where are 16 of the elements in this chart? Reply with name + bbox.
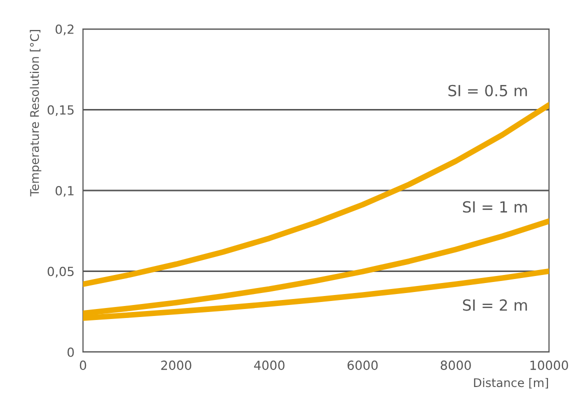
- y-axis-title: Temperature Resolution [°C]: [30, 30, 42, 196]
- x-tick-label: 6000: [348, 360, 378, 370]
- y-tick-label: 0,1: [56, 186, 74, 197]
- series-label: SI = 2 m: [462, 299, 527, 311]
- series-label: SI = 0.5 m: [448, 84, 527, 96]
- x-tick-label: 2000: [161, 360, 192, 370]
- x-tick-label: 8000: [440, 360, 471, 370]
- x-tick-label: 4000: [254, 360, 284, 370]
- y-tick-label: 0,2: [56, 24, 74, 36]
- y-tick-label: 0,05: [48, 266, 74, 278]
- y-tick-label: 0,15: [48, 105, 74, 116]
- series-label: SI = 1 m: [462, 201, 527, 213]
- x-axis-title: Distance [m]: [474, 378, 548, 389]
- x-tick-label: 0: [80, 360, 86, 370]
- x-tick-label: 10000: [530, 360, 568, 370]
- y-tick-label: 0: [68, 347, 74, 357]
